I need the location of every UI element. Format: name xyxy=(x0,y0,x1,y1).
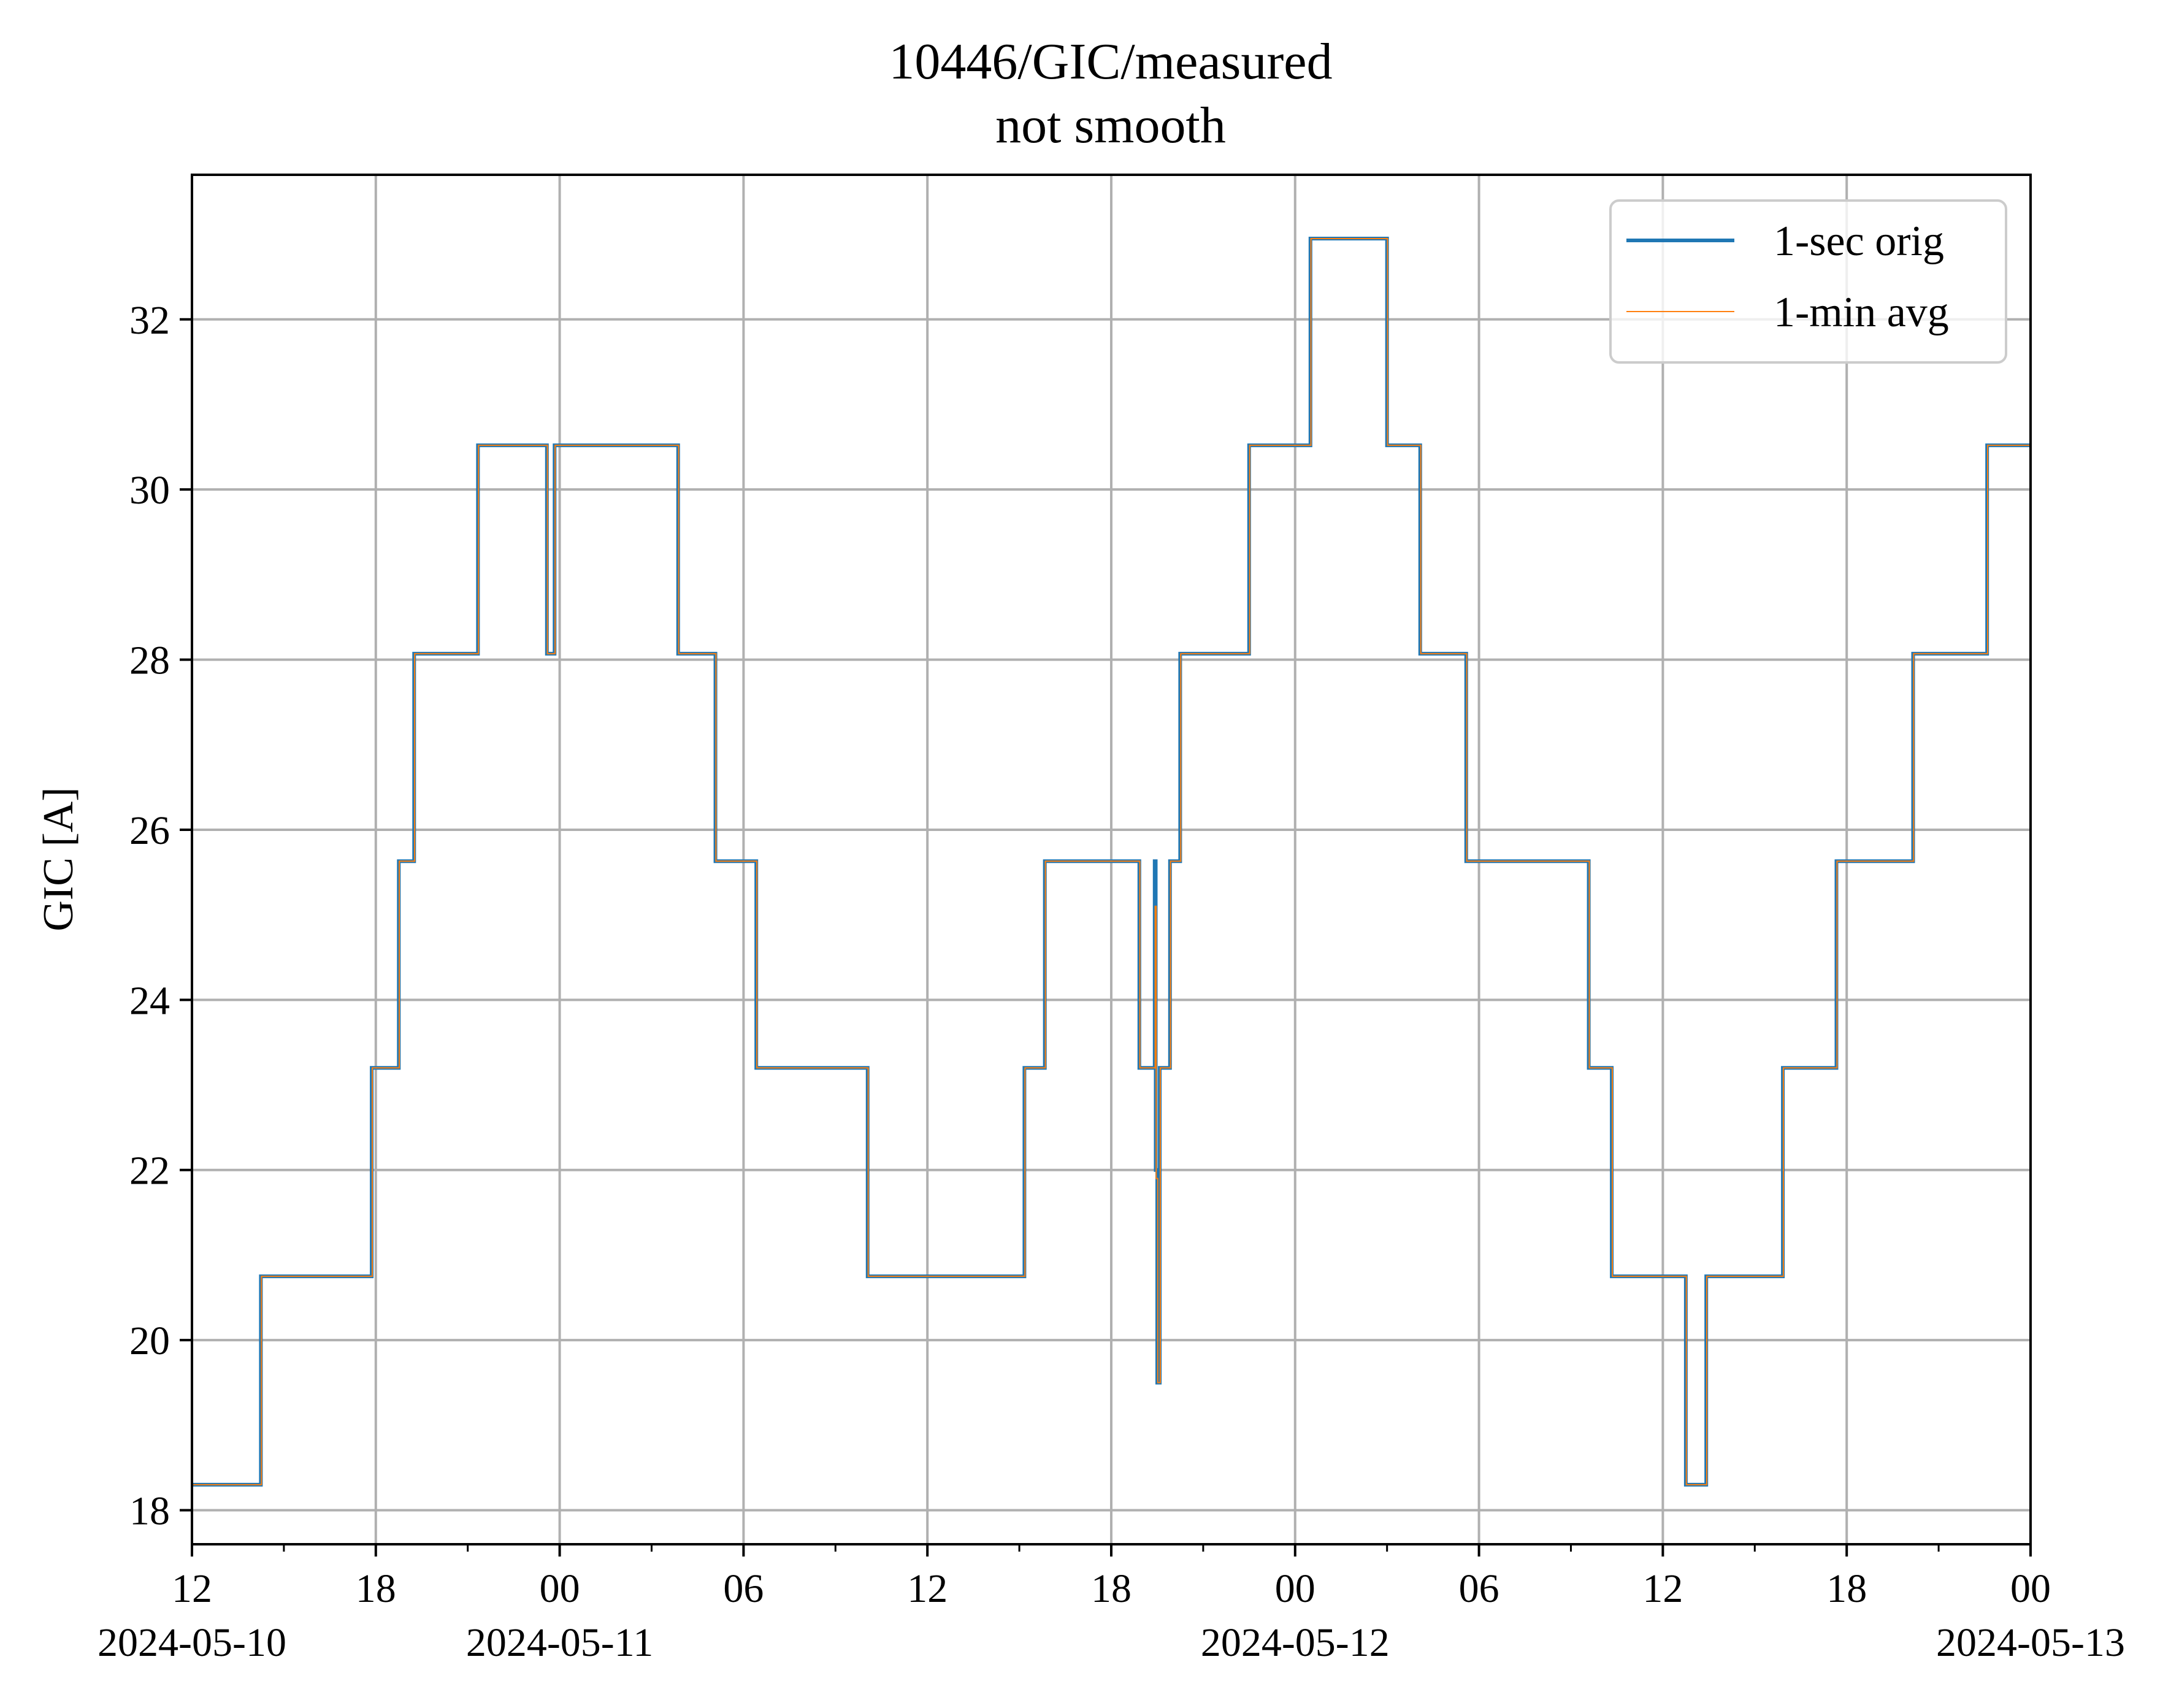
y-axis-label: GIC [A] xyxy=(35,787,82,931)
x-tick-label-7: 06 xyxy=(1459,1566,1499,1611)
x-tick-date-label-2: 2024-05-11 xyxy=(466,1620,654,1665)
x-tick-label-5: 18 xyxy=(1091,1566,1131,1611)
y-tick-label-5: 28 xyxy=(129,638,170,683)
series-lines xyxy=(192,237,2031,1487)
y-tick-label-7: 32 xyxy=(129,298,170,343)
legend-label-1-sec-orig: 1-sec orig xyxy=(1774,218,1944,265)
x-tick-label-6: 00 xyxy=(1275,1566,1315,1611)
y-tick-label-6: 30 xyxy=(129,468,170,513)
y-tick-label-0: 18 xyxy=(129,1489,170,1534)
y-tick-label-2: 22 xyxy=(129,1149,170,1193)
legend-label-1-min-avg: 1-min avg xyxy=(1774,289,1949,336)
x-tick-label-1: 18 xyxy=(356,1566,396,1611)
x-tick-label-10: 00 xyxy=(2010,1566,2051,1611)
x-tick-label-4: 12 xyxy=(907,1566,948,1611)
x-tick-label-0: 12 xyxy=(172,1566,212,1611)
x-tick-label-8: 12 xyxy=(1642,1566,1683,1611)
chart-title: 10446/GIC/measured xyxy=(889,33,1332,90)
y-tick-label-1: 20 xyxy=(129,1319,170,1363)
x-tick-label-9: 18 xyxy=(1826,1566,1867,1611)
x-tick-label-3: 06 xyxy=(723,1566,764,1611)
x-tick-date-label-10: 2024-05-13 xyxy=(1936,1620,2125,1665)
y-tick-label-3: 24 xyxy=(129,978,170,1023)
x-tick-date-label-0: 2024-05-10 xyxy=(98,1620,286,1665)
y-tick-label-4: 26 xyxy=(129,808,170,853)
chart-subtitle: not smooth xyxy=(995,97,1226,154)
series-line-1-min-avg xyxy=(192,238,2031,1485)
x-tick-label-2: 00 xyxy=(540,1566,580,1611)
x-tick-date-label-6: 2024-05-12 xyxy=(1201,1620,1390,1665)
legend: 1-sec orig 1-min avg xyxy=(1609,199,2007,364)
